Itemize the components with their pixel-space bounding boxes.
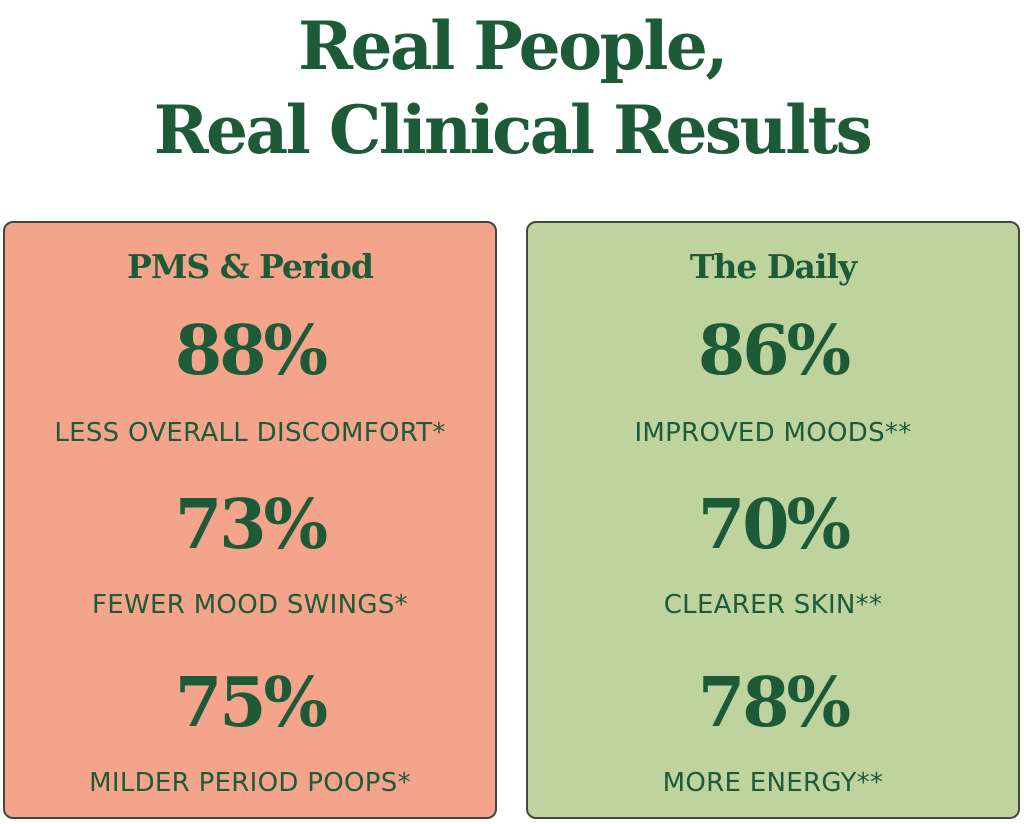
card-title: PMS & Period bbox=[127, 247, 374, 286]
stat-percentage: 88% bbox=[174, 311, 328, 391]
stat-label: MORE ENERGY** bbox=[662, 768, 884, 798]
card-title: The Daily bbox=[689, 247, 857, 286]
stat-label: LESS OVERALL DISCOMFORT* bbox=[54, 418, 446, 448]
stat-percentage: 75% bbox=[174, 663, 328, 743]
the-daily-card: The Daily 86% IMPROVED MOODS** 70% CLEAR… bbox=[526, 221, 1020, 819]
stat-percentage: 73% bbox=[174, 485, 328, 565]
stat-label: IMPROVED MOODS** bbox=[634, 418, 912, 448]
stat-percentage: 70% bbox=[697, 485, 851, 565]
stat-percentage: 86% bbox=[697, 311, 851, 391]
pms-period-card: PMS & Period 88% LESS OVERALL DISCOMFORT… bbox=[3, 221, 497, 819]
stat-label: MILDER PERIOD POOPS* bbox=[89, 768, 411, 798]
headline-line-2: Real Clinical Results bbox=[153, 91, 873, 169]
stat-label: FEWER MOOD SWINGS* bbox=[92, 590, 408, 620]
headline-line-1: Real People, bbox=[298, 7, 728, 85]
page-headline: Real People, Real Clinical Results bbox=[0, 4, 1024, 172]
stat-percentage: 78% bbox=[697, 663, 851, 743]
stat-label: CLEARER SKIN** bbox=[663, 590, 883, 620]
